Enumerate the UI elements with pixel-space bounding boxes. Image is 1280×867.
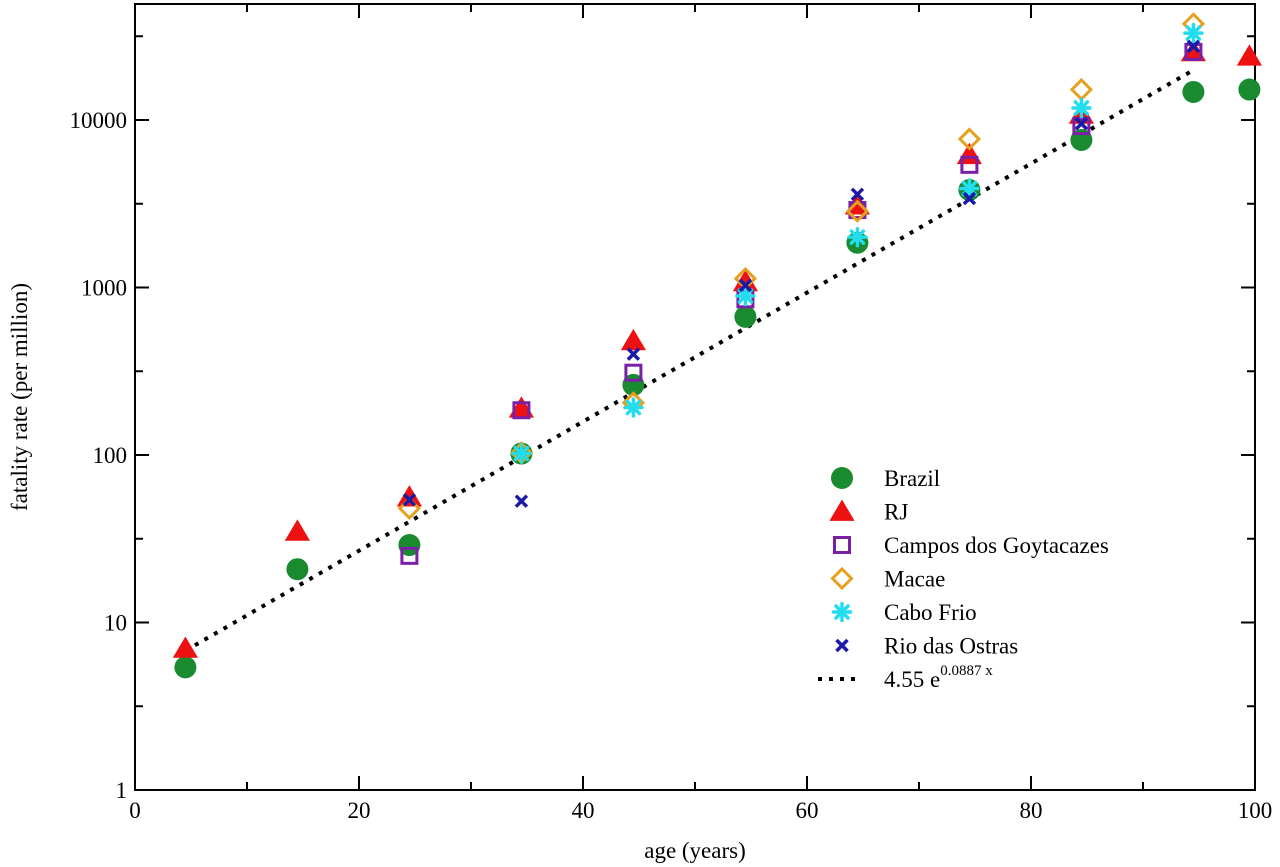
fit-line-group (184, 68, 1195, 653)
data-point-triangle (1236, 44, 1262, 66)
data-point-star (735, 285, 756, 307)
x-tick-label: 60 (796, 798, 819, 823)
legend: Brazil RJ Campos dos Goytacazes Macae Cabo F… (818, 466, 1109, 692)
legend-item: Macae (830, 566, 945, 592)
data-point-x (850, 187, 865, 202)
legend-marker-x (835, 638, 849, 653)
y-tick-label: 10000 (70, 108, 128, 133)
legend-item: Rio das Ostras (835, 634, 1018, 659)
y-tick-label: 1000 (81, 276, 127, 301)
data-point-triangle (396, 485, 422, 507)
series-brazil (174, 78, 1261, 679)
data-point-triangle (732, 269, 758, 292)
legend-marker-star (831, 601, 853, 623)
data-point-triangle (284, 519, 310, 541)
x-tick-label: 40 (572, 798, 595, 823)
legend-marker-square (833, 536, 851, 554)
x-tick-label: 20 (348, 798, 371, 823)
data-point-circle (1182, 80, 1205, 103)
legend-item-fit: 4.55 e0.0887 x (818, 663, 993, 692)
legend-label: RJ (884, 500, 908, 525)
data-point-diamond (397, 496, 422, 521)
legend-marker-circle (831, 467, 853, 489)
data-point-diamond (1069, 77, 1094, 102)
data-point-star (847, 226, 868, 248)
x-axis-title: age (years) (644, 838, 746, 863)
legend-label: Campos dos Goytacazes (884, 533, 1109, 558)
data-point-circle (1238, 78, 1261, 101)
legend-label: Macae (884, 567, 945, 592)
legend-label: Cabo Frio (884, 600, 977, 625)
legend-label: Brazil (884, 466, 940, 491)
axis-ticks: 0 20 40 60 80 100 1 10 100 1000 10000 (70, 4, 1273, 823)
y-tick-label: 1 (116, 778, 128, 803)
data-markers (172, 12, 1262, 679)
data-point-x (738, 278, 753, 293)
y-tick-label: 100 (93, 443, 128, 468)
data-point-square (1072, 117, 1091, 136)
series-rio-das-ostras (402, 39, 1201, 508)
data-point-square (400, 546, 419, 565)
x-tick-label: 80 (1020, 798, 1043, 823)
data-point-x (626, 347, 641, 361)
y-axis-title: fatality rate (per million) (7, 283, 32, 511)
data-point-square (960, 155, 979, 174)
legend-fit-label: 4.55 e0.0887 x (884, 663, 993, 692)
legend-item: Cabo Frio (831, 600, 977, 625)
series-rj (172, 39, 1262, 658)
data-point-star (511, 443, 532, 464)
data-point-x (402, 493, 417, 507)
legend-item: RJ (829, 499, 908, 525)
fit-curve (184, 68, 1195, 653)
data-point-triangle (172, 636, 198, 658)
data-point-triangle (620, 328, 646, 351)
data-point-circle (398, 534, 421, 557)
series-macae (397, 12, 1206, 521)
data-point-star (623, 397, 644, 418)
data-point-diamond (845, 199, 870, 223)
y-tick-label: 10 (104, 611, 127, 636)
legend-item: Campos dos Goytacazes (833, 533, 1109, 558)
data-point-x (514, 494, 529, 508)
data-point-x (1074, 116, 1089, 131)
x-tick-label: 0 (129, 798, 141, 823)
data-point-circle (734, 305, 757, 328)
legend-marker-triangle (829, 499, 855, 521)
data-point-square (624, 363, 643, 382)
data-point-square (512, 401, 531, 420)
data-point-x (962, 191, 977, 206)
legend-item: Brazil (831, 466, 940, 491)
data-point-circle (174, 656, 197, 679)
data-point-star (1183, 22, 1204, 44)
x-tick-label: 100 (1238, 798, 1273, 823)
data-point-star (1071, 97, 1092, 119)
series-cabo-frio (511, 22, 1204, 464)
legend-marker-diamond (830, 566, 854, 591)
legend-label: Rio das Ostras (884, 634, 1018, 659)
data-point-diamond (957, 127, 982, 151)
data-point-x (1186, 39, 1201, 54)
data-point-circle (286, 558, 309, 581)
